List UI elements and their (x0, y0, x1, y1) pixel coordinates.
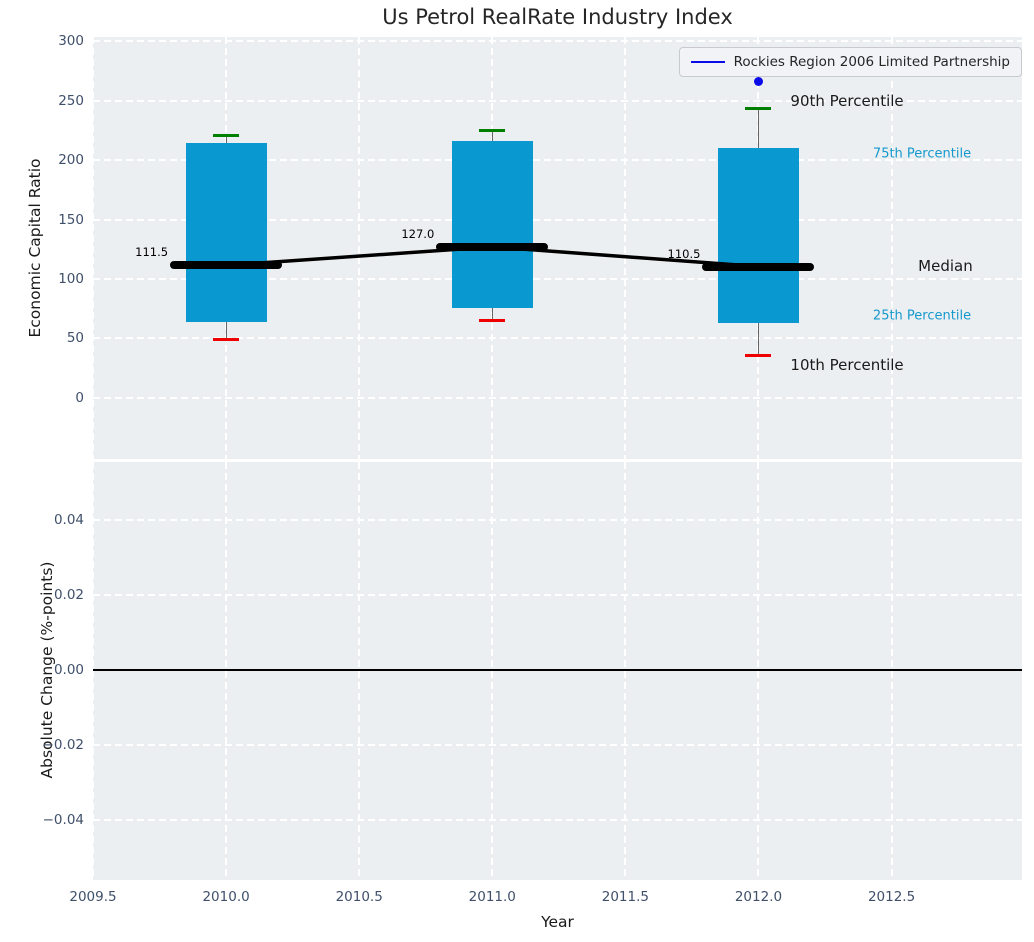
gridline-horizontal (93, 40, 1022, 43)
company-data-point (753, 76, 763, 86)
x-axis-label: Year (541, 913, 574, 931)
gridline-horizontal (93, 159, 1022, 162)
y-tick-label: 150 (58, 211, 84, 228)
gridline-horizontal (93, 99, 1022, 102)
cap-10th (745, 353, 772, 357)
gridline-horizontal (93, 744, 1022, 747)
y-tick-label: 50 (66, 330, 84, 347)
gridline-vertical (890, 37, 893, 459)
median-bar (170, 261, 283, 270)
top-plot-area: 111.5 127.0 110.5 90th Percentile 75th Perce… (92, 37, 1022, 459)
median-bar (436, 242, 549, 251)
legend-label: Rockies Region 2006 Limited Partnership (733, 54, 1010, 70)
gridline-horizontal (93, 218, 1022, 221)
gridline-horizontal (93, 519, 1022, 522)
chart-title: Us Petrol RealRate Industry Index (382, 5, 733, 29)
legend-line-icon (690, 60, 725, 64)
x-tick-label: 2010.5 (335, 889, 383, 905)
cap-90th (213, 133, 240, 137)
bottom-plot-area (92, 462, 1022, 880)
gridline-vertical (92, 37, 94, 459)
y-tick-label: 250 (58, 92, 84, 109)
percentile-annotation: Median (918, 256, 973, 275)
y-tick-label: 100 (58, 270, 84, 287)
cap-10th (213, 338, 240, 342)
median-value-label: 111.5 (135, 245, 169, 260)
x-tick-label: 2011.5 (601, 889, 649, 905)
y-tick-label: 300 (58, 33, 84, 50)
gridline-horizontal (93, 277, 1022, 280)
cap-90th (745, 107, 772, 111)
y-tick-label: 0 (75, 389, 84, 406)
box-rect (185, 143, 267, 322)
y-tick-label: 0.04 (53, 512, 84, 529)
median-value-label: 110.5 (667, 246, 701, 261)
y-tick-label: 200 (58, 152, 84, 169)
percentile-annotation: 10th Percentile (790, 355, 904, 374)
gridline-horizontal (93, 819, 1022, 822)
y-axis-label-top: Economic Capital Ratio (26, 158, 44, 338)
x-tick-label: 2011.0 (468, 889, 516, 905)
gridline-horizontal (93, 594, 1022, 597)
box-rect (451, 140, 533, 308)
cap-90th (479, 128, 506, 132)
percentile-annotation: 90th Percentile (790, 91, 904, 110)
y-tick-label: −0.04 (42, 812, 84, 829)
y-tick-label: 0.02 (53, 587, 84, 604)
cap-10th (479, 319, 506, 323)
percentile-annotation: 25th Percentile (872, 308, 972, 324)
gridline-horizontal (93, 396, 1022, 399)
zero-line (93, 669, 1022, 671)
box-rect (717, 148, 799, 323)
x-tick-label: 2009.5 (69, 889, 117, 905)
gridline-horizontal (93, 337, 1022, 340)
y-tick-label: −0.02 (42, 737, 84, 754)
y-tick-label: 0.00 (53, 662, 84, 679)
percentile-annotation: 75th Percentile (872, 146, 972, 162)
x-tick-label: 2012.0 (734, 889, 783, 905)
legend: Rockies Region 2006 Limited Partnership (678, 47, 1022, 77)
median-bar (702, 262, 815, 271)
x-tick-label: 2010.0 (202, 889, 250, 905)
median-value-label: 127.0 (401, 226, 435, 241)
x-tick-label: 2012.5 (867, 889, 916, 905)
